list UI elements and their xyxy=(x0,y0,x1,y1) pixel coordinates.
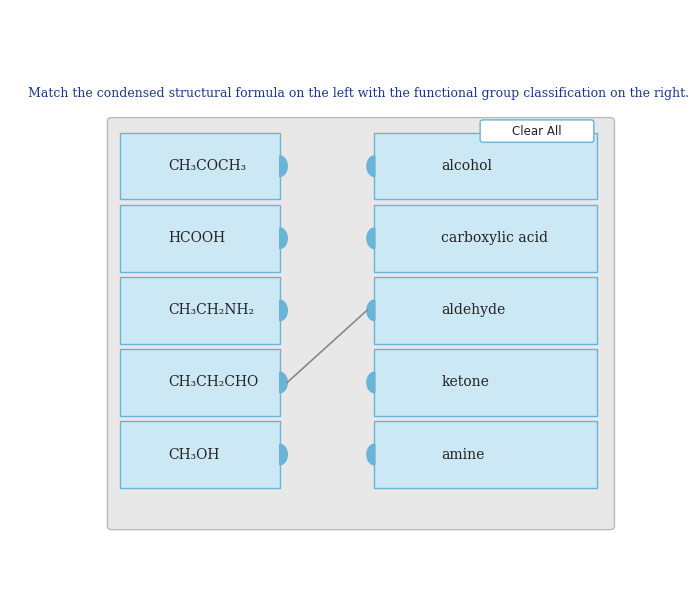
Text: Match the condensed structural formula on the left with the functional group cla: Match the condensed structural formula o… xyxy=(28,88,689,100)
Text: carboxylic acid: carboxylic acid xyxy=(441,231,548,245)
Text: ketone: ketone xyxy=(441,376,489,390)
Polygon shape xyxy=(367,300,375,321)
Polygon shape xyxy=(367,228,375,248)
FancyBboxPatch shape xyxy=(375,277,597,344)
Polygon shape xyxy=(280,372,287,393)
Text: CH₃CH₂NH₂: CH₃CH₂NH₂ xyxy=(168,303,254,317)
Polygon shape xyxy=(280,228,287,248)
FancyBboxPatch shape xyxy=(375,349,597,416)
FancyBboxPatch shape xyxy=(375,133,597,199)
Text: CH₃CH₂CHO: CH₃CH₂CHO xyxy=(168,376,258,390)
Polygon shape xyxy=(280,300,287,321)
Text: alcohol: alcohol xyxy=(441,159,492,173)
Text: CH₃COCH₃: CH₃COCH₃ xyxy=(168,159,246,173)
FancyBboxPatch shape xyxy=(375,205,597,272)
FancyBboxPatch shape xyxy=(120,349,280,416)
Polygon shape xyxy=(367,445,375,464)
Text: Clear All: Clear All xyxy=(512,124,562,138)
Text: HCOOH: HCOOH xyxy=(168,231,225,245)
FancyBboxPatch shape xyxy=(108,118,614,530)
FancyBboxPatch shape xyxy=(120,205,280,272)
Text: amine: amine xyxy=(441,448,484,461)
Polygon shape xyxy=(367,372,375,393)
Polygon shape xyxy=(280,156,287,176)
Polygon shape xyxy=(280,445,287,464)
FancyBboxPatch shape xyxy=(120,277,280,344)
FancyBboxPatch shape xyxy=(120,133,280,199)
Text: CH₃OH: CH₃OH xyxy=(168,448,219,461)
FancyBboxPatch shape xyxy=(375,422,597,488)
Text: aldehyde: aldehyde xyxy=(441,303,505,317)
Polygon shape xyxy=(367,156,375,176)
FancyBboxPatch shape xyxy=(480,120,594,143)
FancyBboxPatch shape xyxy=(120,422,280,488)
